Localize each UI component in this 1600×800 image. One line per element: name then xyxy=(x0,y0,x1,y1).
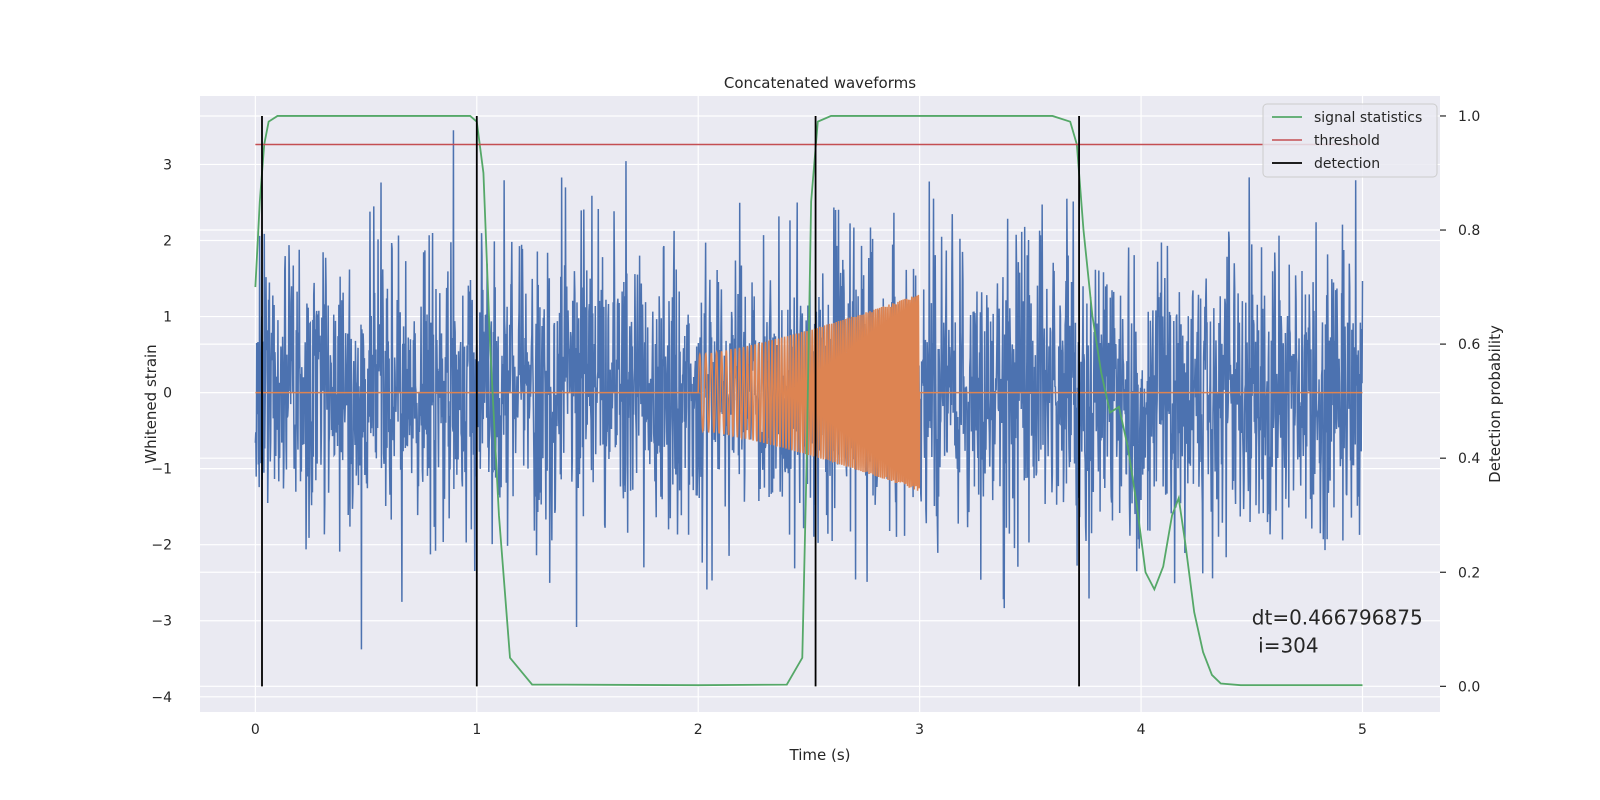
legend-label-detection: detection xyxy=(1314,156,1380,172)
y-tick-label: 0 xyxy=(163,386,172,402)
y-axis-ticks: −4 −3 −2 −1 0 1 2 3 xyxy=(151,157,172,705)
plot-area xyxy=(254,115,1364,687)
detection-lines xyxy=(261,115,1080,687)
y-tick-label: −3 xyxy=(151,614,172,630)
y2-tick-label: 0.4 xyxy=(1458,451,1480,467)
x-axis-ticks: 0 1 2 3 4 5 xyxy=(251,722,1367,738)
legend-label-signal-statistics: signal statistics xyxy=(1314,110,1422,126)
series-signal-statistics xyxy=(254,115,1363,687)
y2-tick-label: 0.6 xyxy=(1458,337,1480,353)
y2-tick-label: 1.0 xyxy=(1458,109,1480,125)
x-tick-label: 5 xyxy=(1358,722,1367,738)
y-tick-label: 1 xyxy=(163,310,172,326)
x-tick-label: 0 xyxy=(251,722,260,738)
annotation: dt=0.466796875 i=304 xyxy=(1252,606,1423,658)
x-tick-label: 2 xyxy=(694,722,703,738)
y-tick-label: 3 xyxy=(163,157,172,173)
x-tick-label: 4 xyxy=(1137,722,1146,738)
legend-label-threshold: threshold xyxy=(1314,133,1380,149)
y-tick-label: 2 xyxy=(163,233,172,249)
annotation-dt: dt=0.466796875 xyxy=(1252,606,1423,630)
annotation-index: i=304 xyxy=(1252,634,1319,658)
y-axis-label: Whitened strain xyxy=(142,344,160,463)
x-tick-label: 1 xyxy=(472,722,481,738)
y2-tick-label: 0.0 xyxy=(1458,679,1480,695)
y2-axis-ticks: 0.0 0.2 0.4 0.6 0.8 1.0 xyxy=(1440,109,1480,695)
chart-title: Concatenated waveforms xyxy=(724,74,916,92)
y2-axis-label: Detection probability xyxy=(1486,325,1504,483)
y-tick-label: −1 xyxy=(151,462,172,478)
y-tick-label: −2 xyxy=(151,538,172,554)
series-injected-chirp xyxy=(255,294,1363,491)
x-tick-label: 3 xyxy=(915,722,924,738)
y-tick-label: −4 xyxy=(151,690,172,706)
y2-tick-label: 0.2 xyxy=(1458,565,1480,581)
x-axis-label: Time (s) xyxy=(789,746,851,764)
y2-tick-label: 0.8 xyxy=(1458,223,1480,239)
legend-box xyxy=(1262,103,1438,178)
legend: signal statistics threshold detection xyxy=(1262,103,1438,178)
